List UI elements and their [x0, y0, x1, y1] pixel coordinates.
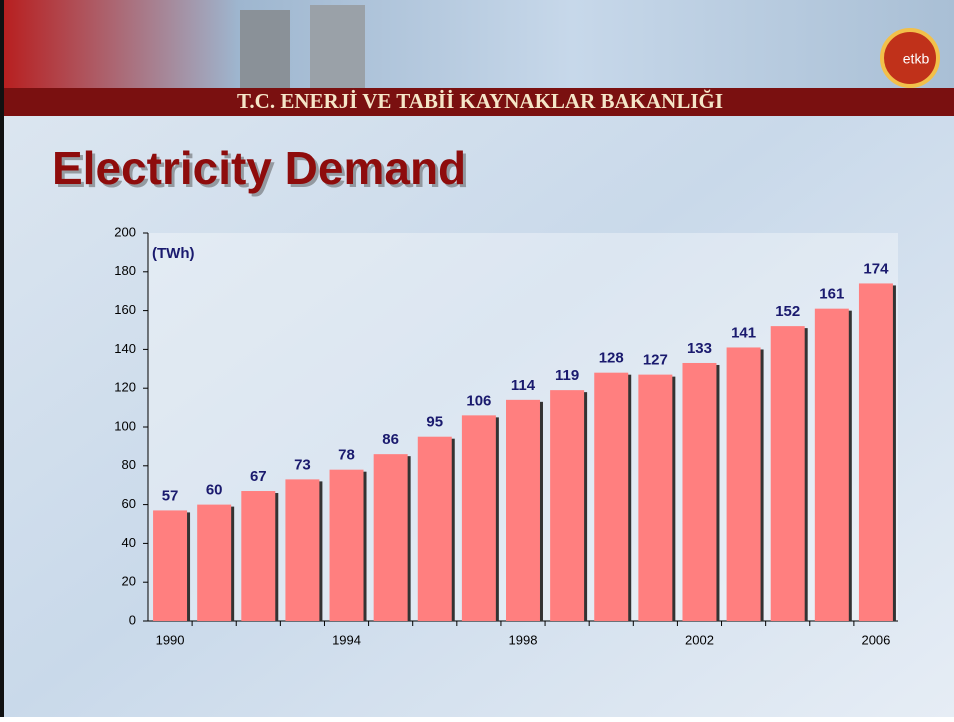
x-tick-label: 2006 [861, 632, 890, 647]
value-label: 152 [775, 303, 800, 320]
bar [417, 436, 452, 621]
y-tick-label: 40 [122, 535, 136, 550]
value-label: 86 [382, 431, 399, 448]
y-tick-label: 60 [122, 496, 136, 511]
value-label: 133 [687, 340, 712, 357]
value-label: 106 [466, 392, 491, 409]
value-label: 60 [206, 482, 223, 499]
bar [726, 347, 761, 621]
value-label: 95 [426, 414, 443, 431]
value-label: 161 [819, 286, 844, 303]
header-image [0, 0, 954, 90]
value-label: 127 [643, 352, 668, 369]
bar [858, 283, 893, 621]
value-label: 114 [511, 377, 536, 394]
x-tick-label: 1998 [509, 632, 538, 647]
value-label: 73 [294, 456, 311, 473]
x-tick-label: 1994 [332, 632, 361, 647]
bar [373, 454, 408, 621]
logo [880, 28, 940, 88]
bar [241, 491, 276, 621]
bar [682, 362, 717, 621]
value-label: 57 [162, 487, 179, 504]
x-tick-label: 2002 [685, 632, 714, 647]
y-tick-label: 100 [114, 418, 136, 433]
y-tick-label: 180 [114, 263, 136, 278]
value-label: 67 [250, 468, 267, 485]
y-tick-label: 120 [114, 380, 136, 395]
bar [638, 374, 673, 621]
logo-text: etkb [903, 51, 930, 67]
value-label: 119 [555, 367, 579, 384]
y-tick-label: 0 [129, 612, 136, 627]
bar [506, 399, 540, 621]
y-tick-label: 80 [122, 457, 136, 472]
x-tick-label: 1990 [156, 632, 185, 647]
y-tick-label: 140 [114, 341, 136, 356]
y-tick-label: 200 [114, 224, 136, 239]
tower [310, 5, 365, 90]
bar [550, 390, 585, 621]
bar [594, 372, 629, 621]
banner [0, 88, 954, 116]
value-label: 128 [599, 350, 624, 367]
bar [461, 415, 496, 621]
bar [814, 308, 849, 621]
value-label: 174 [863, 260, 889, 277]
left-border [0, 0, 4, 717]
value-label: 78 [338, 447, 355, 464]
y-tick-label: 160 [114, 302, 136, 317]
bar [329, 469, 364, 621]
y-tick-label: 20 [122, 574, 136, 589]
tower [240, 10, 290, 90]
banner-text: T.C. ENERJİ VE TABİİ KAYNAKLAR BAKANLIĞI [237, 89, 723, 113]
bar [770, 326, 805, 621]
bar [197, 504, 232, 621]
unit-label: (TWh) [152, 245, 194, 262]
chart-title: Electricity Demand [52, 142, 466, 194]
title-shadow: Electricity Demand [55, 145, 469, 197]
bar [153, 510, 188, 621]
bar [285, 479, 320, 621]
value-label: 141 [731, 324, 756, 341]
